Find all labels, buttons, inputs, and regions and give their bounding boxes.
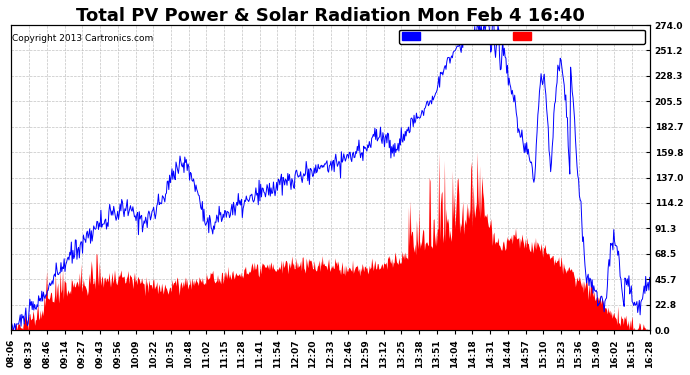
Legend: Radiation (w/m2), PV Panels (DC Watts): Radiation (w/m2), PV Panels (DC Watts): [400, 30, 645, 44]
Title: Total PV Power & Solar Radiation Mon Feb 4 16:40: Total PV Power & Solar Radiation Mon Feb…: [76, 7, 585, 25]
Text: Copyright 2013 Cartronics.com: Copyright 2013 Cartronics.com: [12, 34, 153, 43]
